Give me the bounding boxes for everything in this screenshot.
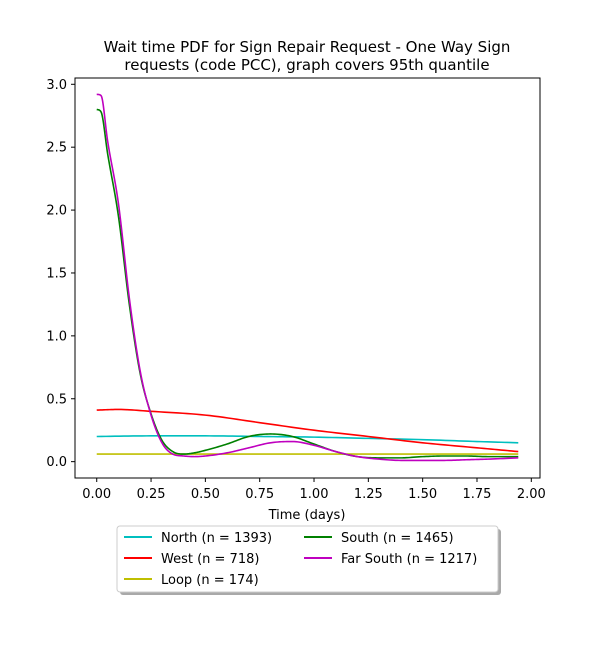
x-tick-label: 0.25 [137,487,166,502]
x-tick-label: 1.25 [354,487,383,502]
x-axis-label: Time (days) [268,508,346,523]
y-axis: 0.0 0.5 1.0 1.5 2.0 2.5 3.0 [46,78,75,470]
legend-label-0: North (n = 1393) [161,531,272,546]
y-tick-label: 2.5 [46,141,67,156]
x-tick-label: 0.50 [191,487,220,502]
series-line-0 [96,435,519,444]
y-tick-label: 0.0 [46,455,67,470]
y-tick-label: 1.5 [46,266,67,281]
series-line-3 [96,108,519,459]
plot-area-frame [74,77,541,479]
series-line-1 [96,408,519,453]
y-tick-label: 1.0 [46,329,67,344]
legend: North (n = 1393) West (n = 718) Loop (n = … [116,525,501,595]
legend-label-1: West (n = 718) [161,552,259,567]
series-layer [96,93,519,462]
legend-label-4: Far South (n = 1217) [341,552,477,567]
y-tick-label: 2.0 [46,204,67,219]
x-tick-label: 2.00 [517,487,546,502]
x-tick-label: 1.75 [463,487,492,502]
chart-title-line-1: Wait time PDF for Sign Repair Request - … [104,38,511,56]
y-tick-label: 3.0 [46,78,67,93]
x-tick-label: 1.50 [408,487,437,502]
chart-title-line-2: requests (code PCC), graph covers 95th q… [124,56,489,74]
x-tick-label: 0.75 [245,487,274,502]
x-tick-label: 0.00 [82,487,111,502]
x-tick-label: 1.00 [300,487,329,502]
y-tick-label: 0.5 [46,392,67,407]
legend-label-3: South (n = 1465) [341,531,454,546]
series-line-4 [96,93,519,462]
x-axis: 0.00 0.25 0.50 0.75 1.00 1.25 1.50 1.75 2.00 [82,478,546,502]
legend-label-2: Loop (n = 174) [161,573,259,588]
